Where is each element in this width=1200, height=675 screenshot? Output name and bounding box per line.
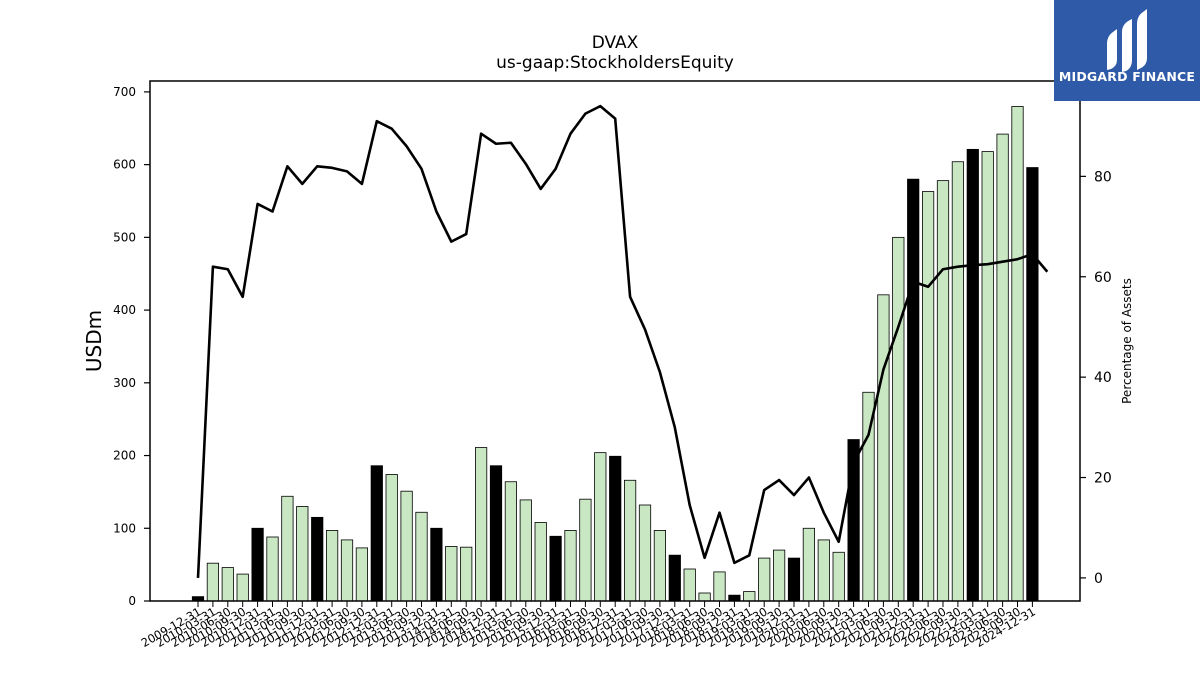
bar [653,530,667,602]
bar [802,527,816,602]
bar [1026,167,1039,602]
bar [683,568,696,602]
x-axis-ticks: 2009-12-312010-03-312010-06-302010-09-30… [139,601,1038,650]
midgard-logo: MIDGARD FINANCE [1054,0,1200,101]
bar [609,455,622,602]
bar [296,506,309,602]
bar [668,554,681,602]
bar [236,573,249,602]
bar [206,562,219,602]
bar [773,549,786,602]
left-tick-label: 400 [113,303,136,317]
percentage-of-assets-line [196,104,1049,578]
left-tick-label: 200 [113,449,136,463]
logo-text: MIDGARD FINANCE [1059,69,1195,84]
bar [713,571,726,602]
bar [907,178,920,602]
right-tick-label: 80 [1094,169,1112,185]
bar [936,180,950,602]
left-tick-label: 500 [113,230,136,244]
left-axis-ticks: 0 100 200 300 400 500 600 700 [113,85,150,608]
bar [564,530,577,602]
bar-series [191,106,1039,602]
bar [862,391,875,602]
bar [594,452,607,602]
right-tick-label: 0 [1094,571,1103,587]
bar [638,504,652,602]
bar [832,551,845,602]
bar [221,567,234,602]
chart-subtitle: us-gaap:StockholdersEquity [496,53,734,73]
bar [445,546,458,602]
right-tick-label: 40 [1094,370,1112,386]
bar [504,481,518,602]
bar [460,546,473,602]
right-axis-ticks: 0 20 40 60 80 [1080,169,1112,587]
bar [370,465,383,602]
bar [519,499,532,602]
bar [624,479,637,602]
bar [758,557,771,602]
bar [266,536,279,602]
right-tick-label: 20 [1094,471,1112,487]
bar [728,594,741,602]
right-tick-label: 60 [1094,270,1112,286]
bar [311,516,324,602]
left-tick-label: 300 [113,376,136,390]
bar [355,547,369,602]
bar [579,498,592,602]
bar [817,539,830,602]
bar [474,447,488,602]
bar [281,495,294,602]
left-tick-label: 700 [113,85,136,99]
bar [966,148,979,602]
bar [534,522,547,602]
bar [385,474,398,602]
bar [251,527,264,602]
bar [787,557,801,602]
left-axis-label: USDm [82,310,106,372]
bar [981,151,994,602]
bar [698,592,711,602]
left-tick-label: 100 [113,521,136,535]
left-tick-label: 600 [113,158,136,172]
right-axis-label: Percentage of Assets [1120,278,1134,404]
bar [892,236,905,602]
bar [743,591,756,602]
bar [489,465,503,602]
bar [951,161,965,602]
midgard-m-icon [1107,9,1147,72]
bar [400,490,413,602]
bar [415,511,428,602]
bar [922,191,935,602]
bar [877,294,890,602]
bar [340,539,354,602]
bar [996,133,1009,602]
bar [1011,106,1024,602]
bar [549,535,562,602]
bar [325,530,339,602]
bar [430,527,443,602]
left-tick-label: 0 [128,594,136,608]
chart-title: DVAX [592,33,639,53]
